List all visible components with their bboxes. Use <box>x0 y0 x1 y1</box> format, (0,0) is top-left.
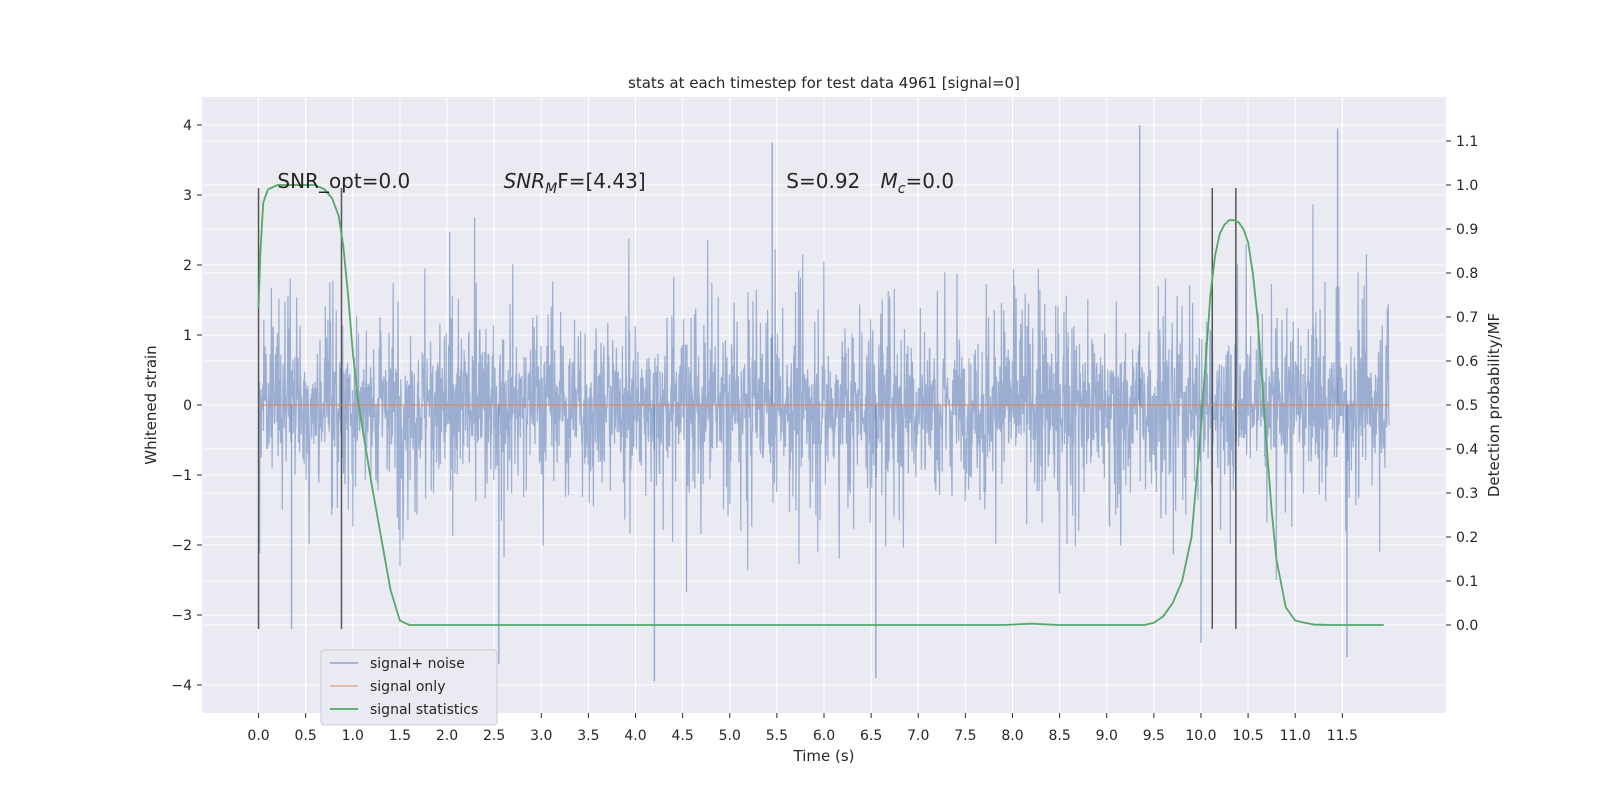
x-tick-label-23: 11.5 <box>1327 728 1358 744</box>
x-tick-label-10: 5.0 <box>719 728 741 744</box>
y-tick-label-0: 4 <box>183 118 192 134</box>
y-right-tick-label-8: 0.3 <box>1456 486 1478 502</box>
y-tick-label-2: 2 <box>183 258 192 274</box>
y-axis-label: Whitened strain <box>142 345 160 464</box>
annotation-1: SNRMF=[4.43] <box>504 169 646 197</box>
legend-label-signal-statistics: signal statistics <box>370 702 478 718</box>
x-tick-label-14: 7.0 <box>907 728 929 744</box>
x-tick-label-1: 0.5 <box>295 728 317 744</box>
y-right-tick-label-5: 0.6 <box>1456 354 1478 370</box>
signal-statistics-line <box>257 184 1384 626</box>
y-right-tick-label-1: 1.0 <box>1456 178 1478 194</box>
x-tick-label-22: 11.0 <box>1280 728 1311 744</box>
x-tick-label-15: 7.5 <box>954 728 976 744</box>
y-right-tick-label-6: 0.5 <box>1456 398 1478 414</box>
x-tick-label-0: 0.0 <box>247 728 269 744</box>
y-tick-label-5: −1 <box>171 468 192 484</box>
x-tick-label-6: 3.0 <box>530 728 552 744</box>
y-axis-ticks: 4 3 2 1 0 −1 −2 −3 −4 <box>171 118 202 694</box>
annotations: SNR_opt=0.0 SNRMF=[4.43] S=0.92 Mc=0.0 <box>277 169 954 197</box>
annotation-2: S=0.92 <box>786 169 860 193</box>
x-tick-label-9: 4.5 <box>672 728 694 744</box>
y-right-tick-label-3: 0.8 <box>1456 266 1478 282</box>
x-tick-label-18: 9.0 <box>1096 728 1118 744</box>
y-right-tick-label-4: 0.7 <box>1456 310 1478 326</box>
x-tick-label-21: 10.5 <box>1233 728 1264 744</box>
legend: signal+ noise signal only signal statist… <box>320 649 498 726</box>
y-tick-label-7: −3 <box>171 608 192 624</box>
x-tick-label-16: 8.0 <box>1001 728 1023 744</box>
y-right-tick-label-0: 1.1 <box>1456 134 1478 150</box>
x-tick-label-20: 10.0 <box>1185 728 1216 744</box>
y-right-tick-label-7: 0.4 <box>1456 442 1478 458</box>
x-tick-label-4: 2.0 <box>436 728 458 744</box>
signal-noise-line <box>257 204 1391 594</box>
legend-label-signal-only: signal only <box>370 679 445 695</box>
x-tick-label-13: 6.5 <box>860 728 882 744</box>
x-tick-label-8: 4.0 <box>624 728 646 744</box>
y-right-tick-label-11: 0.0 <box>1456 618 1478 634</box>
x-axis-ticks: 0.0 0.5 1.0 1.5 2.0 2.5 3.0 3.5 4.0 4.5 5.0 5.5 6.0 6… <box>247 713 1358 744</box>
annotation-3: Mc=0.0 <box>881 169 955 197</box>
signal-noise-series <box>257 125 1391 682</box>
legend-label-signal-noise: signal+ noise <box>370 656 465 672</box>
x-tick-label-12: 6.0 <box>813 728 835 744</box>
x-tick-label-17: 8.5 <box>1048 728 1070 744</box>
y-tick-label-8: −4 <box>171 678 192 694</box>
y-tick-label-3: 1 <box>183 328 192 344</box>
x-tick-label-2: 1.0 <box>342 728 364 744</box>
annotation-0: SNR_opt=0.0 <box>277 169 410 193</box>
y-right-axis-label: Detection probability/MF <box>1485 313 1503 497</box>
y-right-tick-label-10: 0.1 <box>1456 574 1478 590</box>
signal-statistics-series <box>257 184 1384 626</box>
chart-title: stats at each timestep for test data 496… <box>628 74 1020 92</box>
y-tick-label-4: 0 <box>183 398 192 414</box>
x-tick-label-11: 5.5 <box>766 728 788 744</box>
x-tick-label-19: 9.5 <box>1143 728 1165 744</box>
x-tick-label-5: 2.5 <box>483 728 505 744</box>
y-tick-label-6: −2 <box>171 538 192 554</box>
x-axis-label: Time (s) <box>793 747 855 765</box>
vertical-markers <box>257 188 1237 629</box>
x-tick-label-3: 1.5 <box>389 728 411 744</box>
y-right-tick-label-9: 0.2 <box>1456 530 1478 546</box>
y-right-tick-label-2: 0.9 <box>1456 222 1478 238</box>
y-tick-label-1: 3 <box>183 188 192 204</box>
legend-box <box>320 649 498 726</box>
x-tick-label-7: 3.5 <box>577 728 599 744</box>
y-right-axis-ticks: 1.1 1.0 0.9 0.8 0.7 0.6 0.5 0.4 0.3 0.2 0.1 0.0 <box>1446 134 1478 634</box>
